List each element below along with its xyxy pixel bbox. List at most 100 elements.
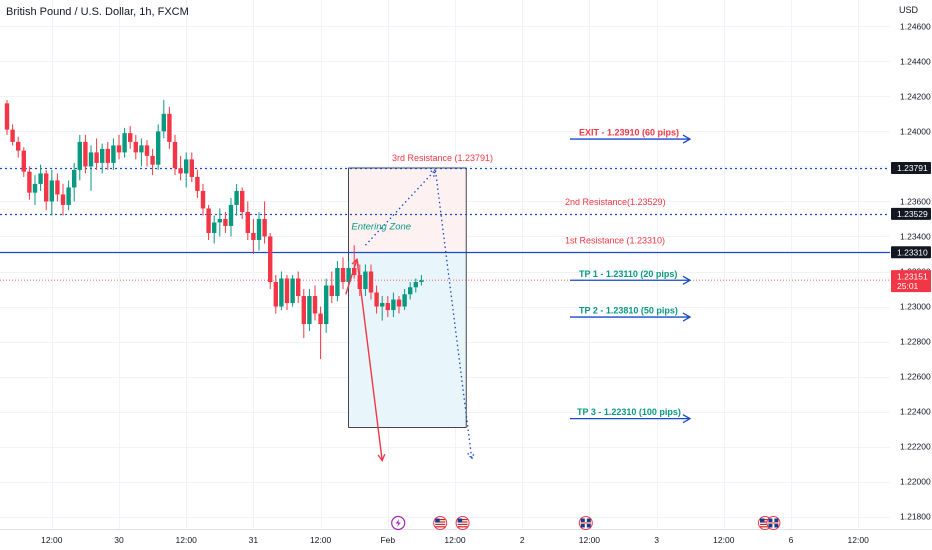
candle: [133, 134, 138, 160]
candle-body: [284, 278, 290, 304]
candle: [413, 278, 418, 293]
candle-body: [21, 150, 26, 172]
candle-body: [32, 183, 38, 193]
candle: [240, 187, 245, 219]
candle: [396, 296, 402, 314]
flag-stripe: [760, 523, 770, 525]
candle: [55, 173, 60, 202]
candle-body: [55, 180, 60, 195]
candle: [251, 218, 256, 254]
candle: [335, 260, 340, 302]
annotation-labels: Entering Zone 3rd Resistance (1.23791) 2nd…: [351, 128, 692, 424]
uk-flag-icon: [766, 516, 781, 530]
uk-flag-icon: [578, 516, 593, 530]
candle: [200, 183, 206, 216]
time-tick-label: 31: [249, 535, 259, 545]
candle-body: [245, 211, 250, 233]
candle-body: [44, 173, 49, 202]
candle: [139, 138, 144, 167]
candle: [380, 296, 385, 321]
candle: [60, 183, 66, 216]
flag-stripe: [457, 523, 468, 525]
arrow-head: [467, 452, 475, 461]
time-tick-label: 12:00: [713, 535, 735, 545]
price-tick-label: 1.22600: [900, 372, 931, 382]
candle: [312, 285, 318, 321]
candle-body: [234, 190, 239, 205]
candle-body: [100, 148, 105, 163]
countdown-text: 25:01: [897, 281, 919, 291]
candle-body: [273, 282, 278, 307]
candle-body: [4, 103, 10, 130]
level-price-tag-text: 1.23791: [897, 163, 928, 173]
candle: [340, 257, 346, 290]
target-zone: [348, 252, 467, 428]
time-axis[interactable]: 12:00 30 12:00 31 12:00 Feb 12:00 2 12:00 3 12:00 6…: [41, 535, 869, 545]
candle-body: [49, 180, 54, 202]
candle: [301, 289, 306, 339]
candle-body: [335, 268, 340, 297]
candle: [122, 127, 127, 158]
candle-body: [352, 268, 357, 276]
candle: [318, 306, 323, 360]
candle-body: [60, 194, 66, 205]
lightning-glyph: [395, 519, 401, 527]
price-axis[interactable]: 1.246001.244001.242001.240001.238001.236…: [891, 21, 931, 522]
candle: [234, 183, 239, 216]
candle-body: [240, 190, 245, 212]
candle: [172, 134, 178, 176]
price-tick-label: 1.22200: [900, 442, 931, 452]
candle-body: [88, 152, 94, 167]
candle: [273, 275, 278, 314]
candle-body: [217, 218, 222, 223]
candle: [223, 211, 228, 233]
position-box-border: [348, 167, 467, 428]
candle-body: [374, 292, 379, 307]
candle-body: [150, 155, 155, 165]
flag-stripe: [435, 523, 446, 525]
candle-body: [419, 280, 424, 283]
candle-body: [94, 152, 99, 163]
candle: [284, 275, 290, 311]
price-tick-label: 1.22000: [900, 477, 931, 487]
candle-body: [391, 299, 396, 311]
candle-body: [189, 159, 194, 177]
candle: [77, 134, 82, 181]
candle-body: [346, 268, 351, 283]
candle: [329, 271, 334, 304]
projection-path: [364, 168, 473, 460]
candle-body: [72, 169, 77, 188]
candle-body: [16, 141, 21, 151]
candle-body: [200, 190, 206, 209]
candle: [10, 124, 15, 146]
candle-body: [77, 141, 82, 170]
price-tick-label: 1.23600: [900, 196, 931, 206]
price-tick-label: 1.23400: [900, 231, 931, 241]
resistance-label: 2nd Resistance(1.23529): [565, 197, 666, 207]
candle: [4, 99, 10, 135]
time-tick-label: 6: [789, 535, 794, 545]
candle-body: [10, 129, 15, 142]
candle: [296, 271, 301, 304]
candle-body: [324, 285, 329, 325]
candle: [363, 264, 368, 297]
level-price-tag: [891, 246, 931, 259]
candle: [83, 134, 88, 174]
candle: [368, 264, 374, 300]
time-tick-label: 2: [520, 535, 525, 545]
resistance-levels: [0, 167, 890, 281]
candle: [228, 197, 234, 237]
candle-body: [116, 145, 122, 153]
candle: [144, 140, 150, 167]
price-tick-label: 1.22400: [900, 407, 931, 417]
candle: [128, 126, 133, 149]
level-price-tag: [891, 207, 931, 220]
candle-body: [122, 133, 127, 153]
candle: [245, 201, 250, 240]
time-tick-label: 12:00: [176, 535, 198, 545]
candle: [189, 152, 194, 183]
candle-body: [228, 204, 234, 226]
candle-body: [413, 282, 418, 288]
candle: [38, 164, 43, 191]
